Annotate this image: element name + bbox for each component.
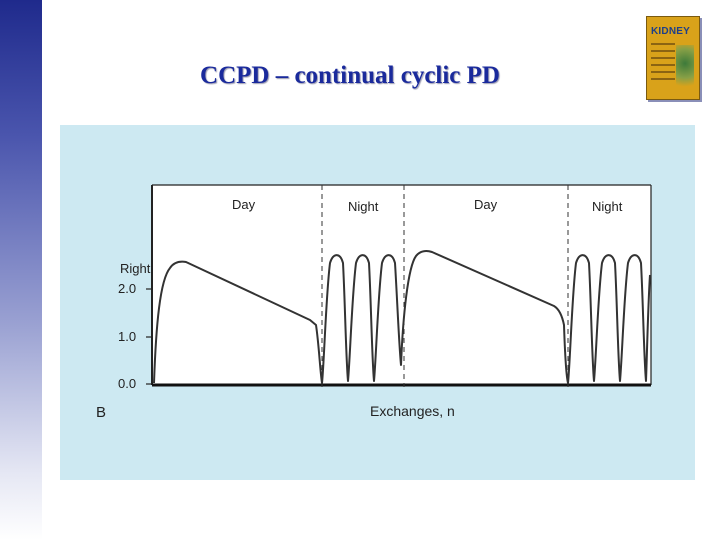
book-cover-art	[676, 45, 694, 91]
book-title: KIDNEY	[651, 26, 690, 37]
panel-letter: B	[96, 404, 106, 421]
figure-panel: Right 2.0 1.0 0.0 B Exchanges, n Day Nig…	[60, 125, 695, 480]
book-text-lines	[651, 43, 675, 85]
y-tick-label-1: 1.0	[118, 329, 136, 344]
period-label-night-1: Night	[348, 199, 379, 214]
period-label-day-2: Day	[474, 197, 498, 212]
dwell-volume-curve	[153, 250, 651, 384]
y-tick-label-0: 0.0	[118, 376, 136, 391]
y-axis-title: Right	[120, 261, 151, 276]
ccpd-diagram: Right 2.0 1.0 0.0 B Exchanges, n Day Nig…	[96, 184, 652, 421]
period-label-night-2: Night	[592, 199, 623, 214]
book-cover-image: KIDNEY	[646, 16, 700, 100]
side-gradient-bar	[0, 0, 42, 540]
slide-title: CCPD – continual cyclic PD	[200, 62, 500, 89]
x-axis-title: Exchanges, n	[370, 403, 455, 419]
y-tick-label-2: 2.0	[118, 281, 136, 296]
period-label-day-1: Day	[232, 197, 256, 212]
